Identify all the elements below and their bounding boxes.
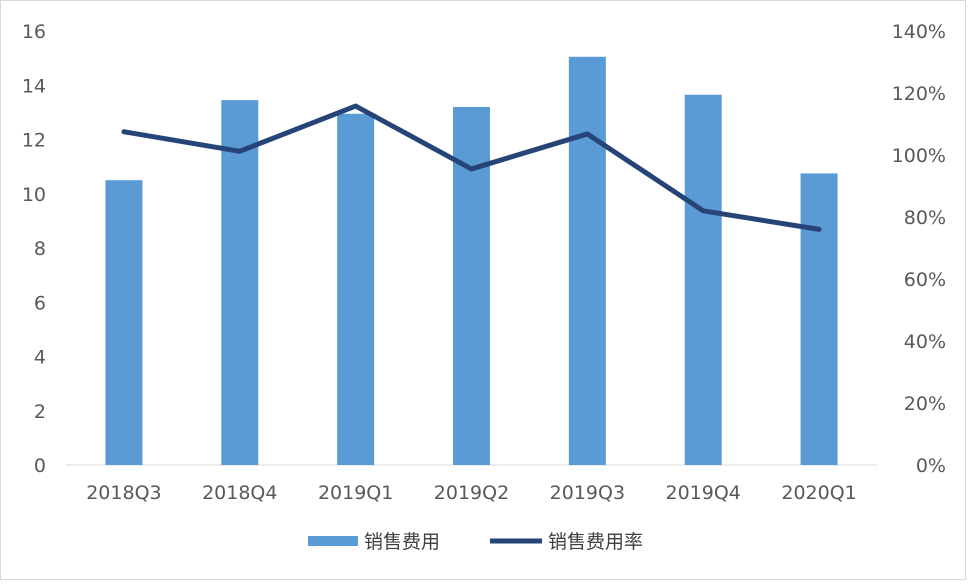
right-tick-label: 20% [904, 393, 946, 415]
x-tick-label: 2018Q3 [86, 482, 161, 504]
right-tick-label: 80% [904, 207, 946, 229]
bar [221, 100, 259, 465]
bar [337, 113, 375, 465]
x-tick-label: 2020Q1 [781, 482, 856, 504]
bar [568, 56, 606, 466]
bar [800, 173, 838, 465]
x-tick-label: 2019Q1 [318, 482, 393, 504]
left-tick-label: 16 [22, 21, 46, 43]
right-tick-label: 140% [892, 21, 946, 43]
x-axis-labels: 2018Q3 2018Q4 2019Q1 2019Q2 2019Q3 2019Q4 2020… [86, 482, 857, 504]
left-tick-label: 0 [34, 455, 46, 477]
x-tick-label: 2018Q4 [202, 482, 277, 504]
bar [684, 94, 722, 466]
x-tick-label: 2019Q4 [666, 482, 741, 504]
left-axis-ticks: 0 2 4 6 8 10 12 14 16 [22, 21, 46, 477]
left-tick-label: 10 [22, 184, 46, 206]
legend-bar-swatch [308, 536, 358, 546]
left-tick-label: 2 [34, 401, 46, 423]
bar [105, 180, 143, 465]
left-tick-label: 12 [22, 130, 46, 152]
right-tick-label: 40% [904, 331, 946, 353]
left-tick-label: 8 [34, 238, 46, 260]
line-series-group [121, 103, 822, 232]
left-tick-label: 14 [22, 75, 46, 97]
left-tick-label: 4 [34, 347, 46, 369]
legend-bar-label: 销售费用 [364, 531, 440, 553]
right-tick-label: 100% [892, 145, 946, 167]
legend-line-label: 销售费用率 [548, 531, 643, 553]
left-tick-label: 6 [34, 292, 46, 314]
legend: 销售费用 销售费用率 [308, 531, 643, 553]
right-tick-label: 60% [904, 269, 946, 291]
x-tick-label: 2019Q3 [550, 482, 625, 504]
right-axis-ticks: 0% 20% 40% 60% 80% 100% 120% 140% [892, 21, 946, 477]
x-tick-label: 2019Q2 [434, 482, 509, 504]
right-tick-label: 0% [916, 455, 946, 477]
right-tick-label: 120% [892, 83, 946, 105]
